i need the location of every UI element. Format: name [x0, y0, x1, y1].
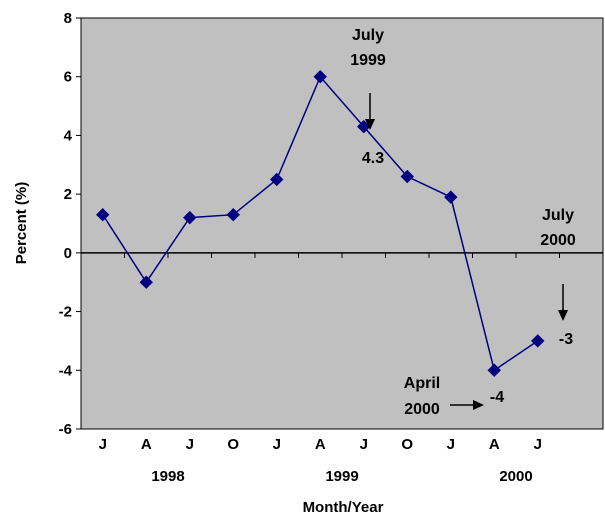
data-point-marker: [96, 207, 110, 222]
x-tick-label: O: [227, 436, 239, 453]
annotation-value-4.3: 4.3: [362, 150, 384, 167]
arrow-july-2000: [558, 284, 568, 321]
x-tick-label: J: [360, 436, 368, 453]
y-tick-label: -6: [59, 421, 72, 438]
data-point-marker: [226, 207, 240, 222]
year-label: 1998: [151, 468, 184, 485]
x-tick-label: J: [447, 436, 455, 453]
data-point-marker: [487, 363, 501, 377]
y-tick-label: 0: [64, 245, 72, 262]
x-tick-label: J: [534, 436, 542, 453]
y-tick-label: 2: [64, 186, 72, 203]
y-tick-label: 4: [64, 127, 73, 144]
annotation-july-1999-line1: July: [352, 27, 384, 44]
y-tick-label: 6: [64, 69, 72, 86]
data-point-marker: [183, 210, 197, 225]
x-axis-title: Month/Year: [303, 499, 384, 516]
data-point-marker: [313, 70, 327, 84]
y-axis-title: Percent (%): [13, 182, 30, 265]
x-tick-label: J: [273, 436, 281, 453]
data-point-marker: [400, 169, 414, 184]
x-tick-label: A: [315, 436, 326, 453]
arrow-april-2000: [450, 400, 484, 410]
data-point-marker: [270, 172, 284, 187]
annotation-july-1999-line2: 1999: [350, 52, 386, 69]
x-tick-label: O: [401, 436, 413, 453]
annotation-value-minus-4: -4: [490, 389, 504, 406]
data-point-marker: [139, 275, 153, 289]
y-tick-label: 8: [64, 10, 72, 27]
annotation-july-2000-line2: 2000: [540, 232, 576, 249]
series: [96, 70, 545, 377]
y-tick-label: -4: [59, 362, 73, 379]
year-label: 2000: [499, 468, 532, 485]
x-tick-label: A: [141, 436, 152, 453]
annotation-value-minus-3: -3: [559, 331, 573, 348]
annotation-july-2000-line1: July: [542, 207, 574, 224]
x-tick-label: A: [489, 436, 500, 453]
y-tick-label: -2: [59, 304, 72, 321]
y-axis: -6 -4 -2 0 2 4 6 8: [59, 10, 81, 438]
annotation-april-2000-line2: 2000: [404, 401, 440, 418]
plot-area: [80, 17, 604, 430]
arrow-july-1999: [365, 93, 375, 130]
x-tick-label: J: [99, 436, 107, 453]
annotation-april-2000-line1: April: [404, 375, 440, 392]
x-tick-label: J: [186, 436, 194, 453]
data-point-marker: [444, 190, 458, 204]
year-label: 1999: [325, 468, 358, 485]
data-point-marker: [531, 334, 545, 348]
